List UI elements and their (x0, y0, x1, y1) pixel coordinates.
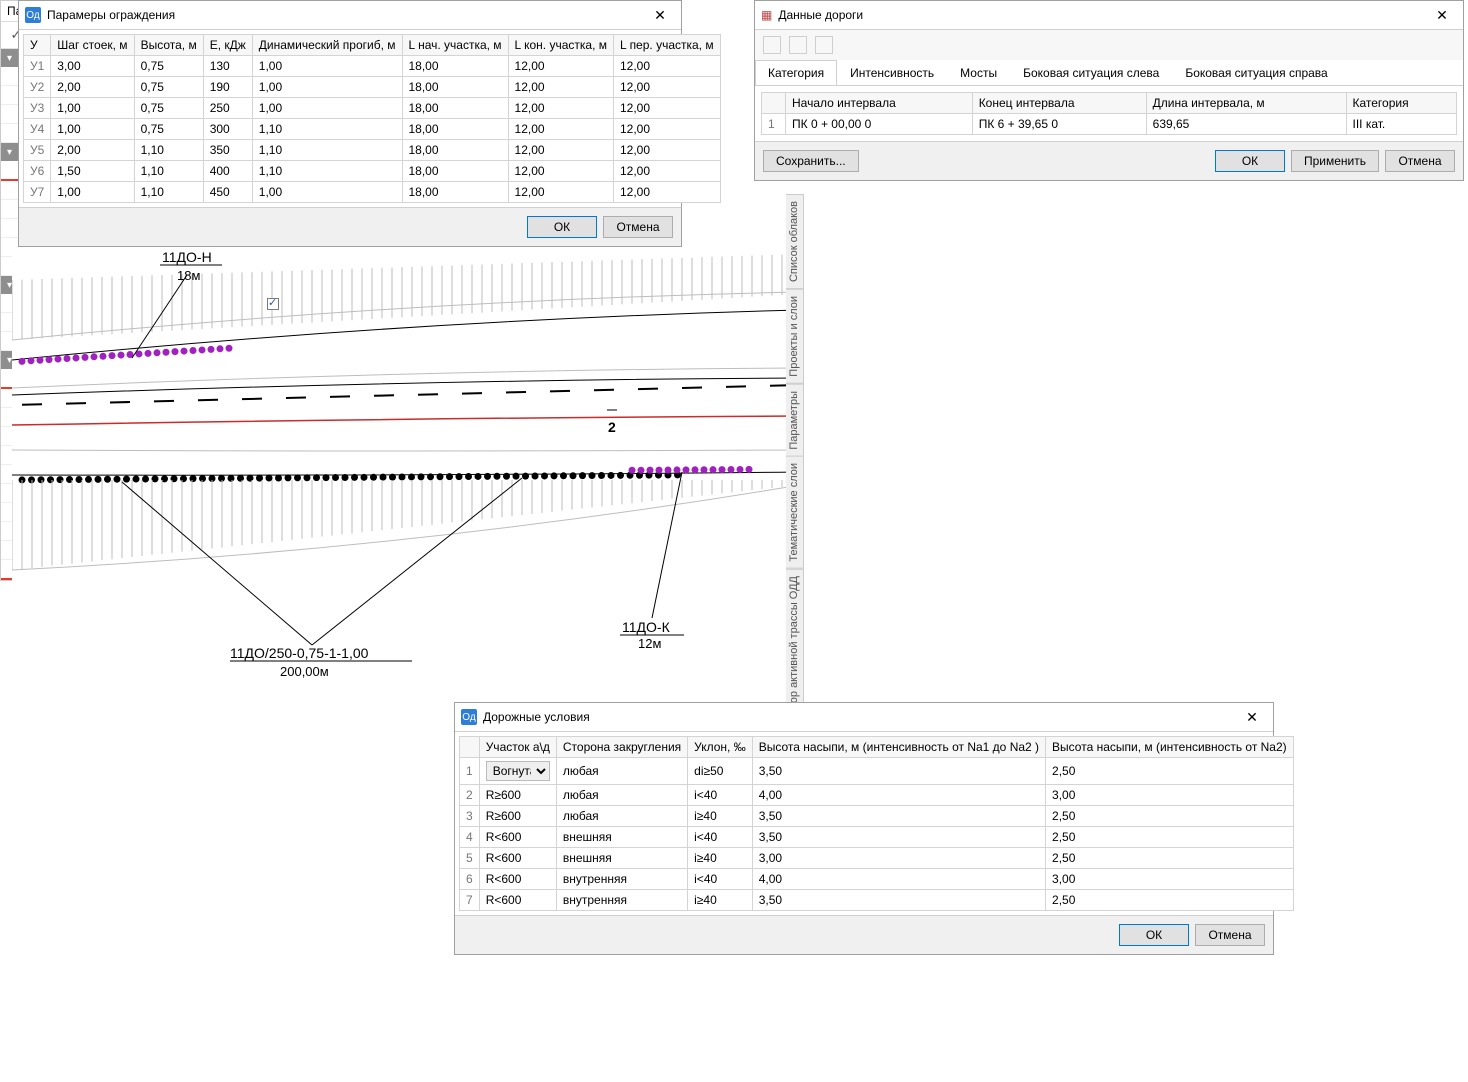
conditions-table[interactable]: Участок а\дСторона закругленияУклон, ‰Вы… (459, 736, 1294, 911)
svg-text:11ДО/250-0,75-1-1,00: 11ДО/250-0,75-1-1,00 (230, 645, 369, 661)
road-toolbar (755, 30, 1463, 60)
table-row[interactable]: У31,000,752501,0018,0012,0012,00 (24, 98, 721, 119)
grid-icon: ▦ (761, 8, 772, 22)
column-header: Высота, м (134, 35, 203, 56)
side-tab[interactable]: Тематические слои (786, 456, 804, 569)
table-row[interactable]: 4R<600внешняяi<403,502,50 (460, 827, 1294, 848)
toolbar-icon-2[interactable] (789, 36, 807, 54)
table-row[interactable]: 2R≥600любаяi<404,003,00 (460, 785, 1294, 806)
column-header: L пер. участка, м (614, 35, 721, 56)
close-icon[interactable]: ✕ (1237, 707, 1267, 727)
tab-0[interactable]: Категория (755, 60, 837, 85)
plan-drawing: 11ДО-Н 18м 11ДО/250-0,75-1-1,00 200,00м … (12, 240, 800, 710)
svg-text:2: 2 (608, 419, 616, 435)
table-row[interactable]: У71,001,104501,0018,0012,0012,00 (24, 182, 721, 203)
table-row[interactable]: 7R<600внутренняяi≥403,502,50 (460, 890, 1294, 911)
tab-2[interactable]: Мосты (947, 60, 1010, 85)
column-header: Е, кДж (203, 35, 252, 56)
table-row[interactable]: У22,000,751901,0018,0012,0012,00 (24, 77, 721, 98)
close-icon[interactable]: ✕ (1427, 5, 1457, 25)
toolbar-icon-3[interactable] (815, 36, 833, 54)
column-header: L нач. участка, м (402, 35, 508, 56)
column-header: Шаг стоек, м (51, 35, 134, 56)
table-row[interactable]: 1Вогнутая кривая профилялюбаяdi≥503,502,… (460, 758, 1294, 785)
svg-text:11ДО-К: 11ДО-К (622, 619, 671, 635)
side-tab[interactable]: Проекты и слои (786, 289, 804, 384)
drawing-label-top: 11ДО-Н (162, 249, 212, 265)
tab-1[interactable]: Интенсивность (837, 60, 947, 85)
close-icon[interactable]: ✕ (645, 5, 675, 25)
tab-4[interactable]: Боковая ситуация справа (1172, 60, 1340, 85)
section-type-select[interactable]: Вогнутая кривая профиля (486, 761, 550, 781)
tab-3[interactable]: Боковая ситуация слева (1010, 60, 1172, 85)
column-header: У (24, 35, 51, 56)
app-icon: Од (461, 709, 477, 725)
cancel-button[interactable]: Отмена (1195, 924, 1265, 946)
svg-text:200,00м: 200,00м (280, 664, 329, 679)
column-header: L кон. участка, м (508, 35, 613, 56)
dialog-title: Парамеры ограждения (47, 8, 175, 22)
side-tab[interactable]: Список облаков (786, 194, 804, 289)
ok-button[interactable]: ОК (1215, 150, 1285, 172)
save-button[interactable]: Сохранить... (763, 150, 859, 172)
apply-button[interactable]: Применить (1291, 150, 1379, 172)
table-row[interactable]: У52,001,103501,1018,0012,0012,00 (24, 140, 721, 161)
road-interval-table[interactable]: Начало интервалаКонец интервалаДлина инт… (761, 92, 1457, 135)
cancel-button[interactable]: Отмена (603, 216, 673, 238)
table-row[interactable]: 5R<600внешняяi≥403,002,50 (460, 848, 1294, 869)
barrier-params-dialog: Од Парамеры ограждения ✕ УШаг стоек, мВы… (18, 0, 682, 247)
road-tabs: КатегорияИнтенсивностьМостыБоковая ситуа… (755, 60, 1463, 86)
toolbar-icon-1[interactable] (763, 36, 781, 54)
table-row[interactable]: 6R<600внутренняяi<404,003,00 (460, 869, 1294, 890)
ok-button[interactable]: ОК (1119, 924, 1189, 946)
barrier-table[interactable]: УШаг стоек, мВысота, мЕ, кДжДинамический… (23, 34, 721, 203)
side-tab[interactable]: Параметры (786, 384, 804, 457)
column-header: Динамический прогиб, м (252, 35, 402, 56)
dialog-title: Дорожные условия (483, 710, 590, 724)
ok-button[interactable]: ОК (527, 216, 597, 238)
svg-text:18м: 18м (177, 268, 200, 283)
cancel-button[interactable]: Отмена (1385, 150, 1455, 172)
dialog-title: Данные дороги (778, 8, 863, 22)
road-data-dialog: ▦ Данные дороги ✕ КатегорияИнтенсивность… (754, 0, 1464, 181)
app-icon: Од (25, 7, 41, 23)
table-row[interactable]: У61,501,104001,1018,0012,0012,00 (24, 161, 721, 182)
table-row[interactable]: 3R≥600любаяi≥403,502,50 (460, 806, 1294, 827)
road-conditions-dialog: Од Дорожные условия ✕ Участок а\дСторона… (454, 702, 1274, 955)
table-row[interactable]: У41,000,753001,1018,0012,0012,00 (24, 119, 721, 140)
svg-text:12м: 12м (638, 636, 661, 651)
table-row[interactable]: У13,000,751301,0018,0012,0012,00 (24, 56, 721, 77)
